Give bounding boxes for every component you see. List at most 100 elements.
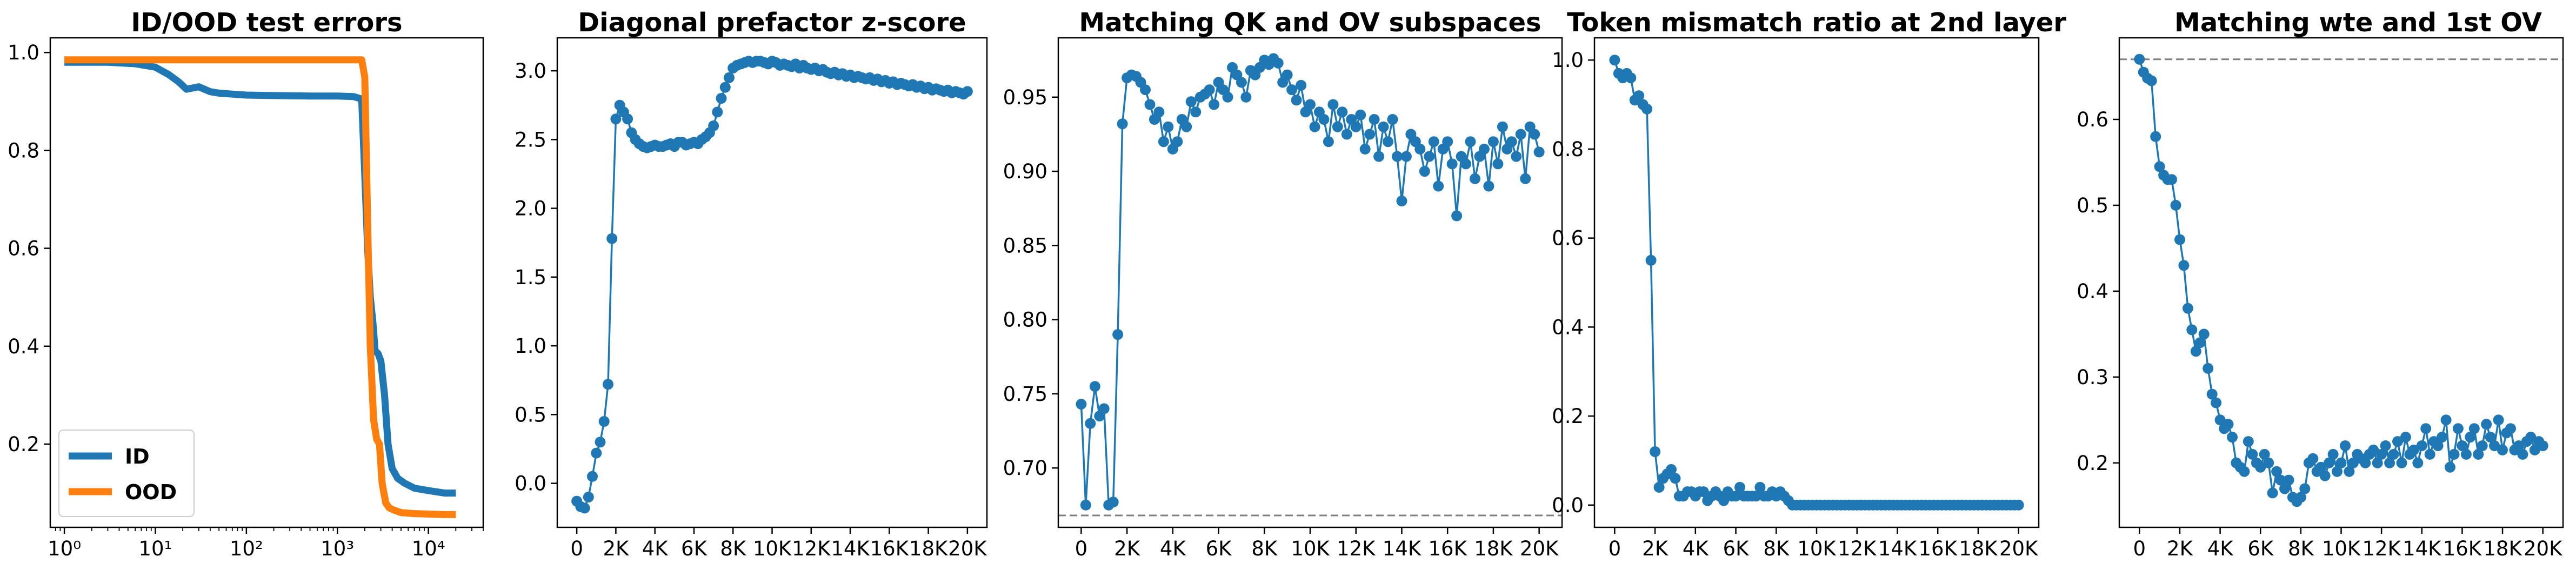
data-point: [1383, 136, 1393, 147]
y-tick-label: 1.0: [8, 41, 39, 64]
data-point: [2380, 440, 2391, 451]
y-tick-label: 0.80: [1003, 309, 1047, 332]
x-tick-label: 4K: [642, 537, 669, 560]
data-point: [1400, 151, 1412, 162]
y-tick-label: 1.0: [515, 334, 546, 358]
data-point: [1730, 491, 1741, 502]
data-point: [1414, 143, 1426, 155]
y-tick-label: 0.4: [2077, 280, 2108, 303]
x-tick-label: 16K: [870, 537, 910, 560]
data-point: [2485, 432, 2496, 443]
data-point: [2186, 324, 2198, 336]
data-point: [2166, 174, 2177, 185]
data-point: [1332, 121, 1343, 132]
data-point: [1076, 399, 1087, 410]
series-line-id: [64, 58, 456, 497]
panel-2-diagonal-prefactor: Diagonal prefactor z-score 0.0 0.5 1.0 1.5 2…: [515, 8, 987, 560]
data-point: [962, 86, 973, 97]
data-point: [2400, 432, 2411, 443]
data-point: [591, 447, 602, 459]
y-tick-label: 0.95: [1003, 86, 1047, 109]
data-point: [2203, 363, 2214, 374]
data-point: [2412, 457, 2424, 468]
data-point: [1609, 55, 1620, 66]
y-tick-label: 0.0: [515, 472, 546, 495]
y-tick-label: 0.70: [1003, 457, 1047, 480]
x-tick-label: 10²: [230, 537, 263, 560]
data-point: [2416, 440, 2427, 451]
x-tick-label: 6K: [2247, 537, 2274, 560]
data-point: [2437, 432, 2448, 443]
y-tick-label: 1.5: [515, 266, 546, 289]
data-point: [2190, 346, 2201, 357]
data-point: [2150, 131, 2161, 142]
panel-4-title: Token mismatch ratio at 2nd layer: [1567, 8, 2066, 38]
x-tick-label: 12K: [1337, 537, 1376, 560]
data-point: [2513, 440, 2524, 451]
x-tick-label: 8K: [1763, 537, 1790, 560]
data-point: [2198, 328, 2210, 340]
x-tick-label: 10³: [321, 537, 354, 560]
data-point: [2376, 448, 2387, 460]
x-tick-label: 10K: [753, 537, 792, 560]
y-tick-label: 0.5: [2077, 194, 2108, 217]
data-point: [2267, 487, 2278, 499]
y-tick-label: 0.2: [1552, 405, 1584, 428]
data-point: [1309, 121, 1320, 132]
data-point: [1670, 473, 1681, 484]
data-point: [603, 379, 613, 390]
data-point: [2259, 448, 2270, 460]
data-point: [1520, 173, 1531, 184]
data-point: [2223, 419, 2234, 430]
x-tick-label: 12K: [1838, 537, 1877, 560]
data-point: [1240, 91, 1252, 103]
data-point: [1506, 136, 1517, 147]
data-point: [2319, 470, 2331, 481]
data-point: [712, 106, 723, 118]
data-point: [1153, 106, 1165, 118]
data-point: [2324, 457, 2335, 468]
x-tick-label: 6K: [1723, 537, 1750, 560]
data-point: [1511, 151, 1522, 162]
data-point: [1451, 210, 1463, 222]
data-point: [2408, 444, 2419, 455]
data-point: [2178, 260, 2190, 271]
panel-5-title: Matching wte and 1st OV: [2174, 8, 2542, 38]
data-point: [1327, 99, 1339, 110]
data-point: [1172, 136, 1183, 147]
data-point: [2424, 448, 2435, 460]
data-point: [2299, 483, 2311, 494]
data-point: [1112, 329, 1124, 340]
y-tick-label: 0.4: [1552, 316, 1584, 339]
data-point: [1163, 121, 1174, 132]
x-tick-label: 10K: [1291, 537, 1330, 560]
x-tick-label: 18K: [2483, 537, 2522, 560]
data-point: [2327, 448, 2339, 460]
data-point: [583, 492, 594, 502]
x-tick-label: 12K: [2362, 537, 2401, 560]
panel-5-plot-area: 0.2 0.3 0.4 0.5 0.6 0 2K 4K 6K 8K 10K 12K 14K 16K 18K 2…: [2077, 37, 2564, 560]
series-line: [576, 60, 968, 509]
y-tick-label: 0.6: [8, 237, 39, 260]
data-point: [2283, 474, 2294, 486]
legend-label: ID: [125, 445, 150, 468]
data-point: [2473, 448, 2484, 460]
y-tick-label: 0.6: [2077, 108, 2108, 131]
data-point: [1533, 146, 1545, 158]
data-point: [1718, 495, 1730, 506]
y-tick-label: 0.8: [1552, 138, 1584, 161]
data-point: [1650, 446, 1661, 457]
data-point: [2134, 53, 2145, 65]
x-tick-label: 4K: [2207, 537, 2234, 560]
panel-1-title: ID/OOD test errors: [131, 8, 402, 38]
data-point: [1098, 403, 1110, 414]
data-point: [1666, 464, 1677, 475]
data-point: [2146, 75, 2157, 86]
data-point: [1323, 136, 1334, 147]
data-point: [2243, 436, 2254, 447]
data-point: [1754, 481, 1766, 493]
data-point: [2255, 461, 2266, 473]
x-tick-label: 8K: [720, 537, 747, 560]
y-tick-label: 0.0: [1552, 494, 1584, 517]
data-point: [719, 82, 731, 93]
